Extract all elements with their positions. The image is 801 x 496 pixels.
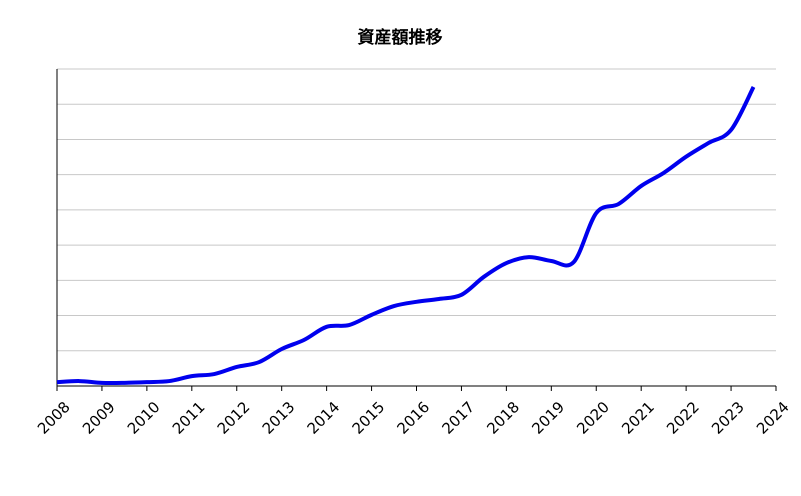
x-tick-label: 2011: [169, 398, 209, 438]
x-tick-label: 2018: [483, 398, 523, 438]
x-tick-label: 2015: [349, 398, 389, 438]
x-tick-label: 2017: [438, 398, 478, 438]
x-tick-label: 2022: [663, 398, 703, 438]
x-tick-label: 2024: [753, 398, 793, 438]
x-tick-label: 2016: [394, 398, 434, 438]
x-tick-label: 2021: [618, 398, 658, 438]
data-line: [56, 86, 756, 385]
x-tick-label: 2012: [214, 398, 254, 438]
x-tick-label: 2008: [34, 398, 74, 438]
x-tick-label: 2020: [573, 398, 613, 438]
chart-title: 資産額推移: [358, 27, 443, 48]
x-tick-label: 2019: [528, 398, 568, 438]
x-tick-label: 2014: [304, 398, 344, 438]
x-tick-label: 2013: [259, 398, 299, 438]
x-tick-label: 2010: [124, 398, 164, 438]
x-tick-label: 2023: [708, 398, 748, 438]
x-tick-label: 2009: [79, 398, 119, 438]
